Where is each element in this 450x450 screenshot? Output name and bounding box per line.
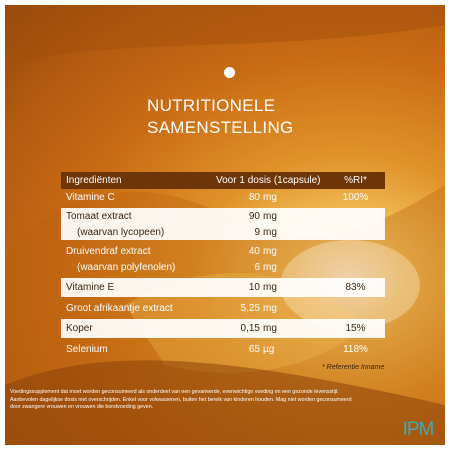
row-value: 0,15: [240, 323, 260, 334]
row-value: 10: [248, 282, 260, 293]
row-amount: 0,15 mg: [216, 319, 326, 338]
row-unit: µg: [263, 343, 275, 355]
row-name: (waarvan polyfenolen): [61, 259, 216, 275]
table-row: Koper 0,15 mg 15%: [61, 319, 385, 338]
row-name-text: (waarvan polyfenolen): [77, 261, 176, 273]
footnote-line-2: Aanbevolen dagelijkse dosis niet oversch…: [10, 396, 352, 403]
row-ri: [326, 243, 385, 259]
title-line-1: NUTRITIONELE: [147, 96, 276, 115]
row-name: Tomaat extract: [61, 208, 216, 224]
row-value: 6: [254, 261, 260, 273]
ipm-logo: IPM: [403, 419, 435, 439]
row-ri: 15%: [326, 319, 385, 338]
row-unit: mg: [263, 226, 277, 238]
row-unit: mg: [263, 323, 277, 334]
table-row: (waarvan lycopeen) 9 mg: [61, 224, 385, 240]
row-ri: [326, 300, 385, 316]
row-name: Druivendraf extract: [66, 245, 151, 257]
row-ri: [326, 208, 385, 224]
row-amount: 80 mg: [216, 189, 326, 205]
swirl-decoration: [5, 5, 445, 445]
table-row: Selenium 65 µg 118%: [61, 341, 385, 357]
table-row: Vitamine E 10 mg 83%: [61, 278, 385, 297]
row-ri: 100%: [342, 191, 369, 203]
row-unit: mg: [263, 302, 277, 314]
header-ri: %RI*: [326, 172, 385, 189]
row-unit: mg: [263, 210, 277, 222]
table-row: Tomaat extract 90 mg: [61, 208, 385, 224]
row-ri: 83%: [326, 278, 385, 297]
row-ri: [326, 224, 385, 240]
footnote: Voedingssupplement dat moet worden gecon…: [10, 389, 390, 412]
row-name: Vitamine E: [61, 278, 216, 297]
row-amount: 5,25 mg: [216, 300, 326, 316]
header-ingredients: Ingrediënten: [61, 172, 216, 189]
nutrition-table: Ingrediënten Voor 1 dosis (1capsule) %RI…: [61, 172, 385, 357]
row-ri: [326, 259, 385, 275]
row-name: Groot afrikaantje extract: [66, 302, 173, 314]
row-amount: 10 mg: [216, 278, 326, 297]
row-value: 90: [248, 210, 260, 222]
section-title: NUTRITIONELE SAMENSTELLING: [147, 95, 397, 139]
row-name: Koper: [61, 319, 216, 338]
row-name: (waarvan lycopeen): [61, 224, 216, 240]
row-amount: 90 mg: [216, 208, 326, 224]
row-value: 9: [254, 226, 260, 238]
hang-hole: [224, 67, 235, 78]
footnote-line-1: Voedingssupplement dat moet worden gecon…: [10, 389, 339, 395]
row-unit: mg: [263, 282, 277, 293]
table-row: Vitamine C 80 mg 100%: [61, 189, 385, 205]
row-unit: mg: [263, 261, 277, 273]
row-value: 80: [248, 191, 260, 203]
row-unit: mg: [263, 245, 277, 257]
reference-note: * Referentie Inname: [322, 364, 385, 371]
row-ri: 118%: [343, 343, 368, 355]
row-amount: 65 µg: [216, 341, 326, 357]
header-dose: Voor 1 dosis (1capsule): [216, 172, 326, 189]
row-name: Selenium: [66, 343, 108, 355]
row-name: Vitamine C: [66, 191, 115, 203]
footnote-line-3: door zwangere vrouwen en vrouwen die bor…: [10, 404, 154, 411]
row-value: 5,25: [240, 302, 260, 314]
title-line-2: SAMENSTELLING: [147, 118, 294, 137]
row-amount: 9 mg: [216, 224, 326, 240]
row-value: 65: [248, 343, 260, 355]
row-amount: 6 mg: [216, 259, 326, 275]
logo-text: IPM: [403, 419, 434, 439]
row-name-text: (waarvan lycopeen): [77, 226, 165, 238]
row-amount: 40 mg: [216, 243, 326, 259]
table-row: Groot afrikaantje extract 5,25 mg: [61, 300, 385, 316]
table-header-row: Ingrediënten Voor 1 dosis (1capsule) %RI…: [61, 172, 385, 189]
row-value: 40: [248, 245, 260, 257]
row-unit: mg: [263, 191, 277, 203]
table-row: (waarvan polyfenolen) 6 mg: [61, 259, 385, 275]
table-row: Druivendraf extract 40 mg: [61, 243, 385, 259]
